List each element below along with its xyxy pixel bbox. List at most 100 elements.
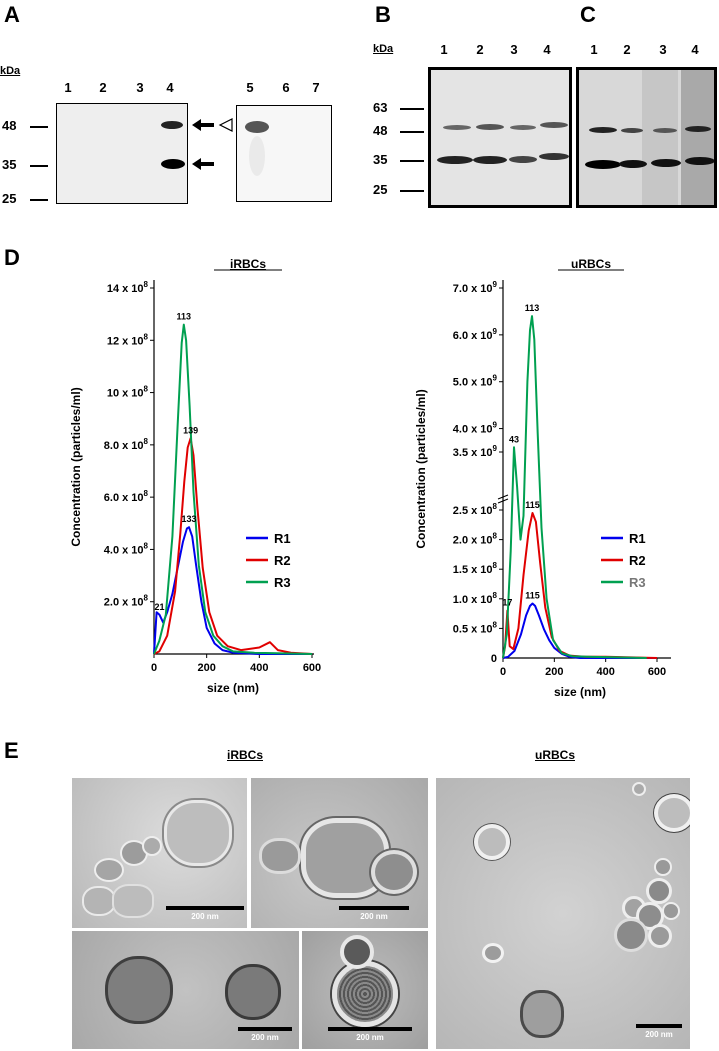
y-axis-label: Concentration (particles/ml)	[69, 387, 83, 546]
tem-image-irbc-3: 200 nm	[72, 931, 299, 1049]
tem-image-irbc-2: 200 nm	[251, 778, 428, 928]
blot-band	[653, 128, 677, 133]
blot-band	[619, 160, 647, 168]
blot-band	[476, 124, 504, 130]
legend-label: R2	[274, 553, 291, 568]
blot-band	[685, 157, 714, 165]
vesicle	[332, 961, 398, 1027]
lane-label: 1	[440, 42, 448, 57]
blot-band	[161, 121, 183, 129]
mw-marker: 63	[373, 100, 388, 115]
scale-bar-label: 200 nm	[251, 1033, 279, 1042]
mw-marker: 35	[2, 157, 17, 172]
blot-smear	[249, 136, 265, 176]
mw-tick	[400, 160, 424, 162]
vesicle	[482, 943, 504, 963]
lane-label: 3	[510, 42, 518, 57]
western-blot-a-left	[56, 103, 188, 204]
tem-image-irbc-4: 200 nm	[302, 931, 428, 1049]
vesicle	[105, 956, 173, 1024]
lane-label: 3	[136, 80, 144, 95]
lane-label: 4	[543, 42, 551, 57]
lane-label: 1	[590, 42, 598, 57]
scale-bar	[328, 1027, 412, 1031]
x-tick-label: 200	[545, 666, 563, 678]
series-line-r3	[502, 315, 647, 659]
blot-band	[685, 126, 711, 132]
x-tick-label: 400	[596, 666, 614, 678]
chart-title: uRBCs	[571, 257, 611, 271]
mw-tick	[400, 131, 424, 133]
tem-title-urbcs: uRBCs	[534, 748, 575, 762]
blot-band	[509, 156, 537, 163]
blot-band	[589, 127, 617, 133]
y-tick-label: 7.0 x 109	[453, 280, 498, 295]
vesicle	[142, 836, 162, 856]
western-blot-c	[576, 67, 717, 208]
arrow-left-icon	[192, 119, 214, 131]
blot-band	[540, 122, 568, 128]
y-tick-label: 6.0 x 109	[453, 327, 498, 342]
axis-break	[497, 498, 509, 504]
chart-title: iRBCs	[230, 257, 266, 271]
x-tick-label: 200	[197, 662, 215, 674]
y-tick-label: 4.0 x 108	[104, 541, 149, 556]
legend-label: R1	[274, 531, 291, 546]
y-tick-label: 0	[491, 653, 497, 665]
series-line-r2	[153, 437, 313, 655]
vesicle	[340, 935, 374, 969]
panel-letter-c: C	[580, 2, 596, 27]
scale-bar-label: 200 nm	[356, 1033, 384, 1042]
open-arrowhead-icon	[218, 118, 233, 132]
scale-bar	[339, 906, 409, 910]
peak-label: 115	[525, 591, 540, 601]
peak-label: 139	[183, 425, 198, 435]
peak-label: 17	[502, 598, 512, 608]
panel-letter-b: B	[375, 2, 391, 27]
vesicle	[614, 918, 648, 952]
vesicle	[648, 924, 672, 948]
vesicle	[301, 818, 389, 898]
kda-label-b: kDa	[373, 43, 394, 55]
y-tick-label: 12 x 108	[107, 332, 149, 347]
lane-label: 1	[64, 80, 72, 95]
x-tick-label: 600	[303, 662, 321, 674]
y-axis-label: Concentration (particles/ml)	[414, 389, 428, 548]
blot-band	[621, 128, 643, 133]
blot-band	[161, 159, 185, 169]
y-tick-label: 8.0 x 108	[104, 437, 149, 452]
mw-marker: 48	[2, 118, 17, 133]
mw-tick	[400, 108, 424, 110]
vesicle	[164, 800, 232, 866]
blot-band	[473, 156, 507, 164]
arrow-icons	[192, 119, 214, 170]
blot-lane-background	[642, 70, 678, 205]
scale-bar	[238, 1027, 292, 1031]
peak-label: 113	[525, 303, 540, 313]
panel-letter-a: A	[4, 2, 20, 27]
legend-label: R2	[629, 553, 646, 568]
nta-chart-urbcs: uRBCs 0.5 x 108 1.0 x 108 1.5 x 108 2.0 x 1…	[414, 257, 671, 699]
peak-label: 115	[525, 500, 540, 510]
lane-label: 4	[166, 80, 174, 95]
y-tick-label: 6.0 x 108	[104, 489, 149, 504]
scale-bar-label: 200 nm	[360, 912, 388, 921]
mw-tick	[30, 165, 48, 167]
peak-label: 113	[176, 312, 191, 322]
mw-marker: 25	[2, 191, 17, 206]
mw-marker: 35	[373, 152, 388, 167]
x-tick-label: 400	[250, 662, 268, 674]
lane-label: 2	[99, 80, 107, 95]
vesicle	[662, 902, 680, 920]
arrow-left-icon	[192, 158, 214, 170]
blot-band	[651, 159, 681, 167]
vesicle	[654, 794, 690, 832]
western-blot-a-right	[236, 105, 332, 202]
legend-label: R1	[629, 531, 646, 546]
western-blot-b	[428, 67, 572, 208]
mw-tick	[30, 126, 48, 128]
nta-chart-irbcs: iRBCs 2.0 x 108 4.0 x 108 6.0 x 108 8.0 x 1…	[69, 257, 321, 695]
blot-band	[510, 125, 536, 130]
vesicle	[654, 858, 672, 876]
x-tick-label: 600	[648, 666, 666, 678]
